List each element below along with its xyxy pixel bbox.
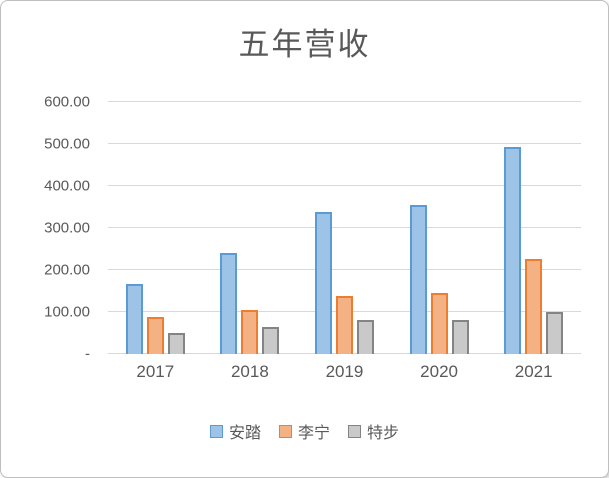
bar-group-2018 — [203, 102, 298, 354]
bar-李宁-2018 — [241, 309, 259, 354]
bar-特步-2019 — [356, 319, 374, 354]
bar-group-2021 — [486, 102, 581, 354]
x-tick-label: 2018 — [230, 362, 269, 381]
legend-label: 李宁 — [297, 425, 330, 442]
legend-item-李宁: 李宁 — [278, 419, 330, 443]
legend-label: 安踏 — [228, 425, 261, 442]
legend-swatch — [348, 424, 361, 438]
legend: 安踏 李宁 特步 — [1, 419, 608, 443]
y-tick-label: 300.00 — [44, 219, 90, 237]
legend-item-特步: 特步 — [348, 419, 399, 443]
bar-安踏-2020 — [409, 204, 427, 354]
bar-groups — [108, 102, 581, 354]
gridline — [108, 185, 581, 186]
bar-特步-2017 — [167, 332, 185, 354]
bar-李宁-2020 — [430, 293, 448, 354]
gridline — [108, 143, 581, 144]
x-tick-label: 2017 — [136, 362, 175, 381]
bar-安踏-2018 — [220, 252, 238, 354]
y-tick-label: - — [85, 345, 90, 363]
y-tick-label: 600.00 — [44, 93, 90, 111]
x-tick-label: 2021 — [514, 362, 553, 381]
bar-李宁-2019 — [335, 295, 353, 354]
bar-特步-2018 — [262, 327, 280, 354]
y-tick-label: 100.00 — [44, 303, 90, 321]
bar-group-2020 — [392, 102, 487, 354]
bar-李宁-2021 — [525, 259, 543, 354]
y-tick-label: 400.00 — [44, 177, 90, 195]
x-tick-label: 2019 — [325, 362, 364, 381]
x-axis: 2017 2018 2019 2020 2021 — [108, 362, 581, 382]
y-tick-label: 200.00 — [44, 261, 90, 279]
gridline — [108, 227, 581, 228]
legend-swatch — [209, 424, 223, 438]
bar-group-2019 — [297, 102, 392, 354]
bar-安踏-2019 — [314, 211, 332, 354]
bar-group-2017 — [108, 102, 203, 354]
x-tick-label: 2020 — [420, 362, 458, 381]
legend-swatch — [278, 424, 292, 438]
bar-安踏-2021 — [504, 146, 522, 354]
bar-特步-2020 — [451, 319, 469, 354]
bar-特步-2021 — [546, 312, 564, 354]
chart-title: 五年营收 — [238, 27, 371, 62]
legend-label: 特步 — [367, 425, 400, 442]
y-axis: - 100.00 200.00 300.00 400.00 500.00 600.00 — [1, 94, 100, 363]
bar-李宁-2017 — [146, 316, 164, 354]
gridline — [108, 269, 581, 270]
legend-item-安踏: 安踏 — [209, 419, 261, 443]
plot-area — [108, 101, 581, 354]
y-tick-label: 500.00 — [44, 135, 90, 153]
gridline — [108, 101, 581, 102]
bar-安踏-2017 — [125, 283, 143, 354]
